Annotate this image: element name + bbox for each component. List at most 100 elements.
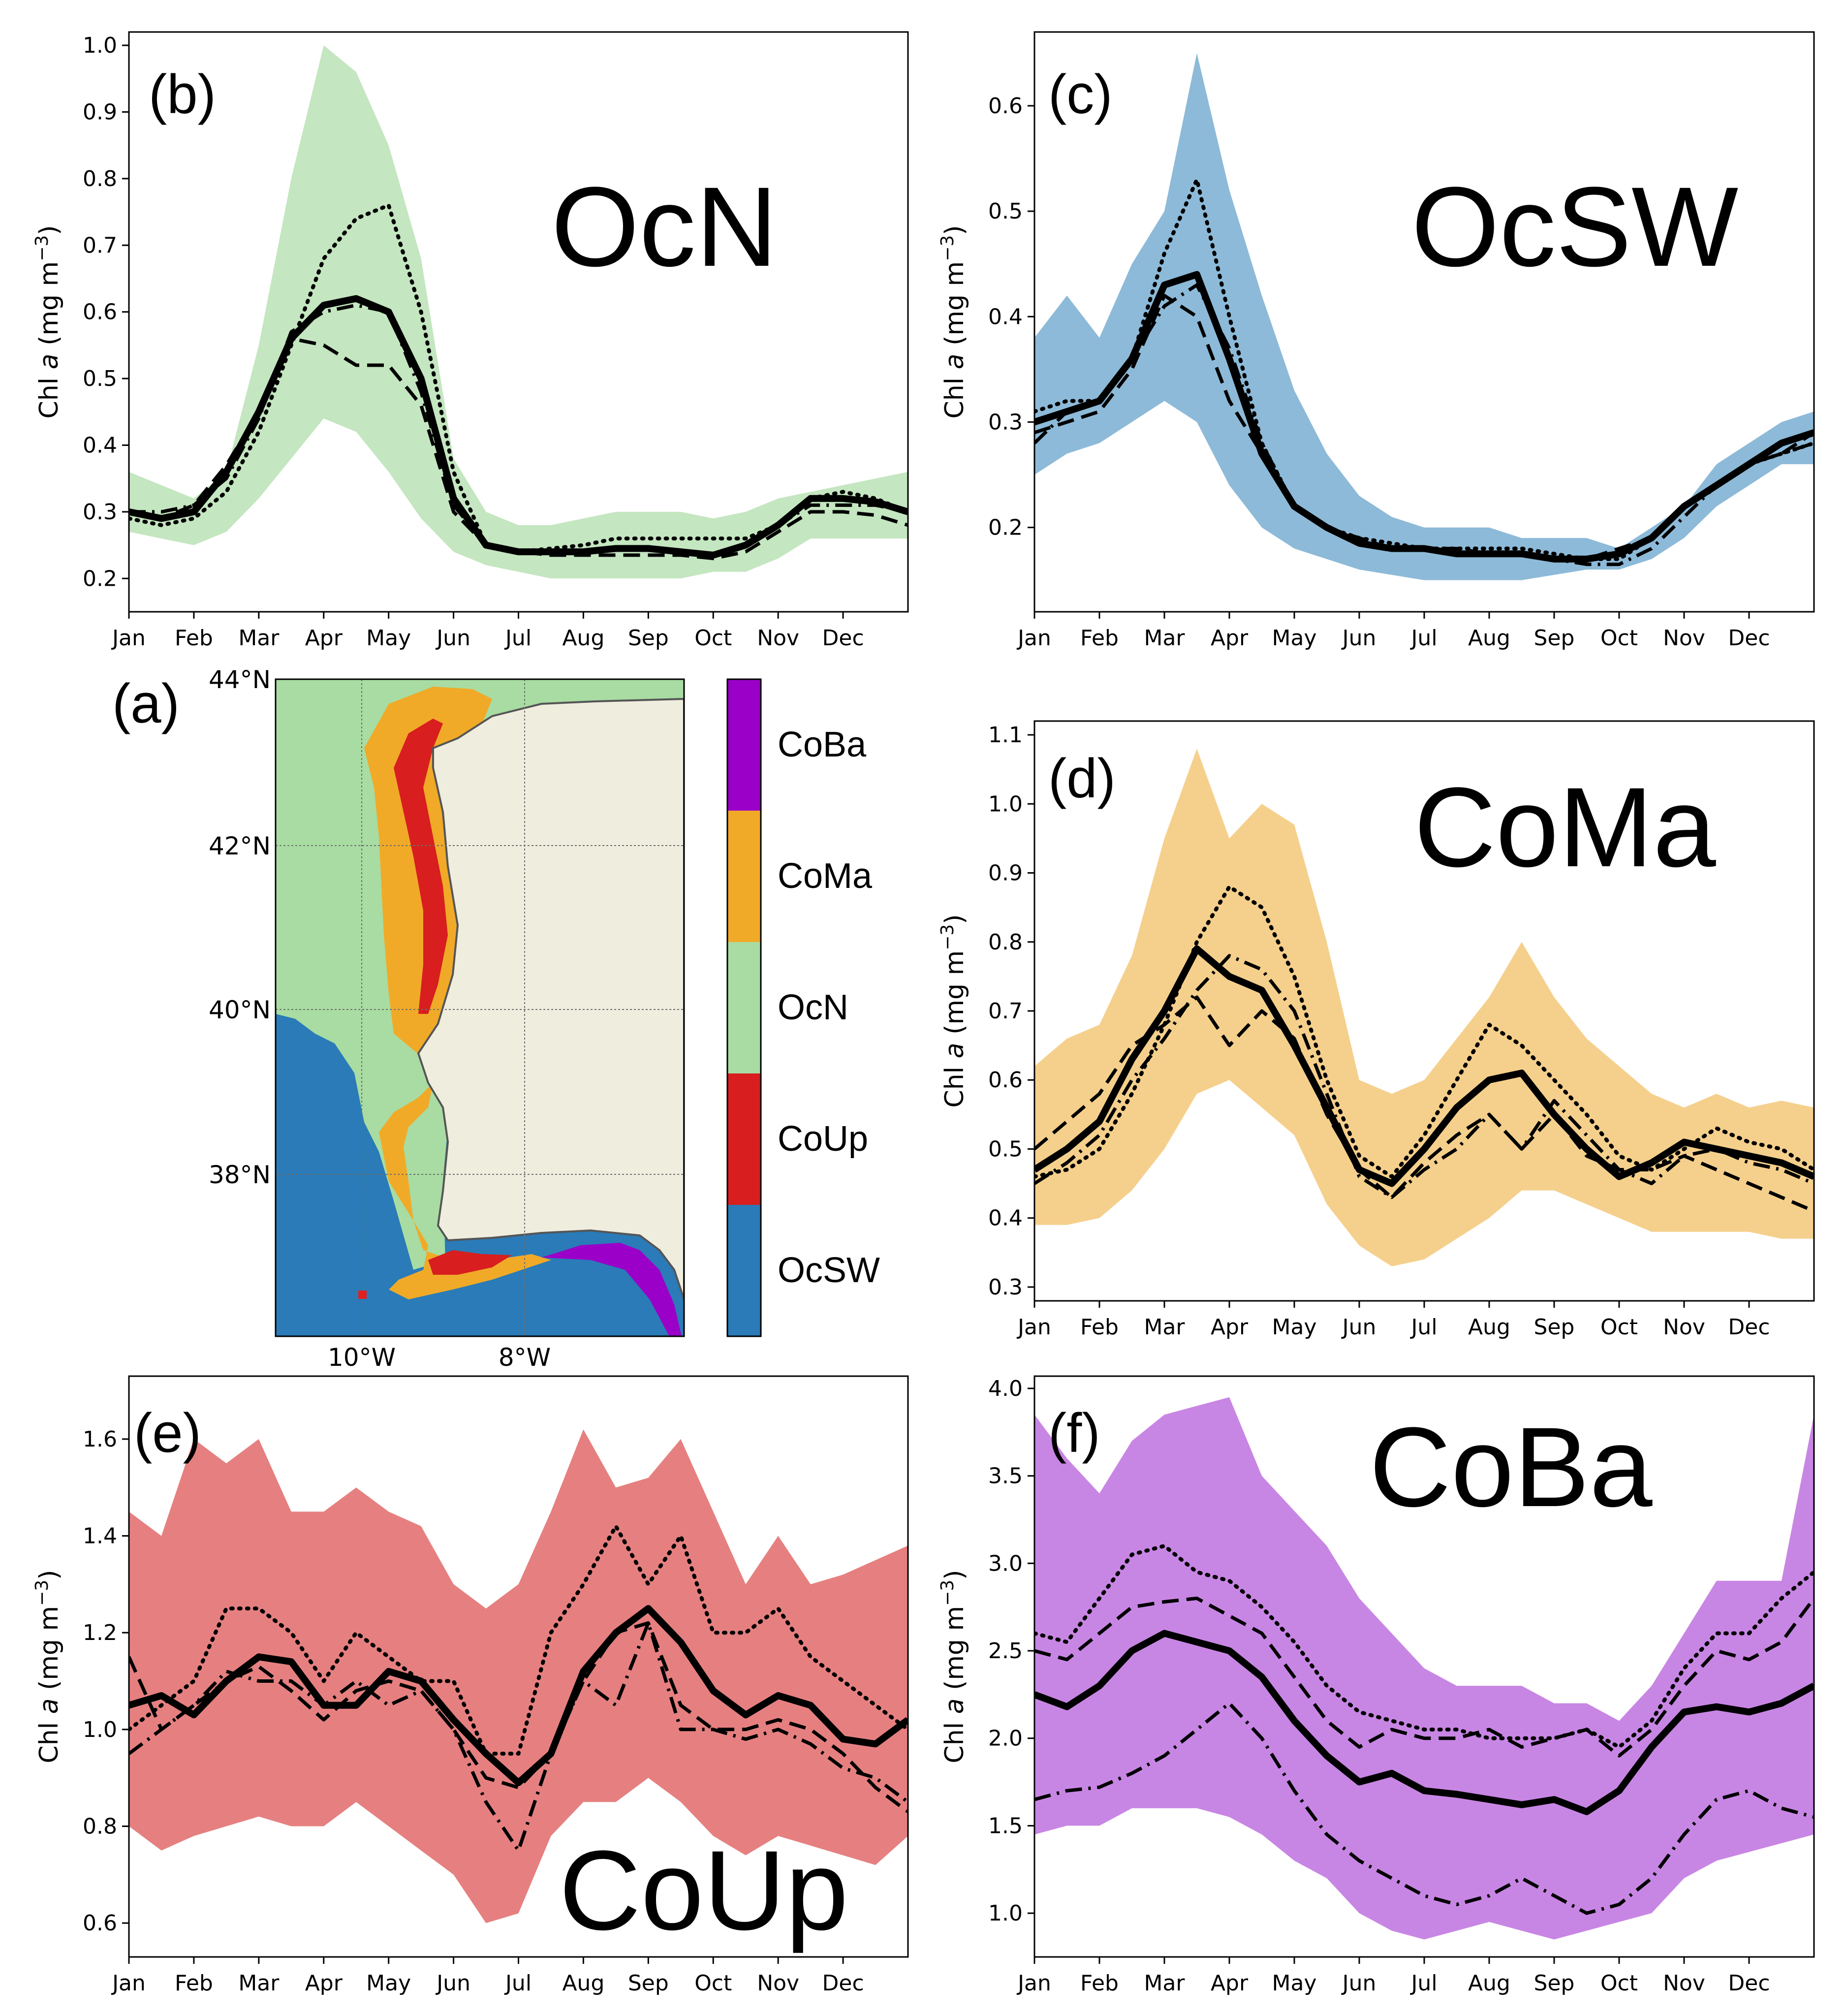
y-tick-label: 0.6 (83, 1911, 117, 1936)
y-axis-label-part: ) (34, 225, 64, 235)
x-tick-label: Oct (1600, 1971, 1638, 1996)
region-name: OcSW (1411, 163, 1738, 290)
y-tick-label: 0.5 (83, 366, 117, 391)
series-line-mean (129, 1605, 908, 1786)
x-tick-label: Mar (1144, 626, 1185, 651)
y-axis-label-part: Chl (940, 1714, 969, 1763)
panel-label: (e) (134, 1402, 201, 1464)
colorbar-frame (726, 678, 762, 1337)
y-tick-label: 0.8 (988, 930, 1023, 955)
y-axis-label-part: a (34, 353, 64, 369)
y-tick-label: 0.4 (988, 304, 1023, 329)
lat-label: 42°N (209, 832, 271, 860)
map-gridlines (276, 679, 684, 1336)
map-land (417, 697, 684, 1300)
y-tick-label: 1.6 (83, 1427, 117, 1452)
x-tick-label: Oct (694, 626, 732, 651)
x-tick-label: Oct (694, 1971, 732, 1996)
y-tick-label: 0.7 (988, 999, 1023, 1024)
map-region-coup (394, 719, 448, 1014)
x-tick-label: Nov (1663, 1971, 1705, 1996)
y-tick-label: 1.0 (988, 1901, 1023, 1926)
x-tick-label: Mar (1144, 1971, 1185, 1996)
x-tick-label: Jun (435, 1971, 470, 1996)
x-tick-label: Jan (1016, 1971, 1051, 1996)
y-tick-label: 0.4 (988, 1206, 1023, 1231)
series-line-mean (1034, 271, 1814, 563)
y-axis-label: Chl a (mg m−3) (938, 1570, 969, 1763)
x-tick-label: Dec (1728, 626, 1770, 651)
y-axis-label: Chl a (mg m−3) (938, 914, 969, 1107)
colorbar-swatch-ocsw (727, 1205, 761, 1336)
range-band (129, 45, 908, 579)
x-tick-label: Jan (111, 626, 146, 651)
x-tick-label: Nov (757, 626, 799, 651)
x-tick-label: Aug (1468, 1315, 1510, 1340)
x-tick-label: Dec (822, 626, 864, 651)
series-line-dotted (129, 1524, 908, 1756)
colorbar-label: CoBa (778, 725, 867, 764)
y-tick-label: 0.3 (83, 500, 117, 525)
y-axis-label-part: Chl (940, 369, 969, 418)
x-tick-label: Apr (1211, 1971, 1249, 1996)
y-axis-label-part: (mg m (940, 950, 969, 1043)
lat-label: 44°N (209, 665, 271, 694)
x-tick-label: Mar (238, 1971, 280, 1996)
y-axis-label-part: −3 (938, 1580, 958, 1606)
plot-area (1034, 749, 1814, 1266)
panel-a-map: (a) (112, 665, 880, 1372)
x-tick-label: Aug (1468, 626, 1510, 651)
panel-e-coup: 0.6 0.8 1.0 1.2 1.4 1.6 Jan Feb Mar Apr May Jun Jul A… (32, 1375, 909, 1996)
colorbar: CoBa CoMa OcN CoUp OcSW (726, 678, 880, 1337)
x-tick-label: Feb (175, 626, 213, 651)
x-tick-label: Feb (1080, 1315, 1119, 1340)
panel-label: (d) (1048, 748, 1116, 809)
map-station-marker (358, 1291, 367, 1299)
colorbar-label: OcN (778, 988, 848, 1027)
plot-area (1034, 1397, 1814, 1940)
x-tick-label: Sep (628, 1971, 669, 1996)
y-axis-label-part: (mg m (940, 1606, 969, 1699)
range-band (1034, 1397, 1814, 1940)
range-band (129, 1429, 908, 1923)
series-line-dotted (1034, 1544, 1814, 1749)
x-tick-label: May (366, 626, 411, 651)
y-axis-label-part: −3 (938, 235, 958, 261)
panel-a-label: (a) (112, 673, 180, 734)
x-tick-label: Feb (175, 1971, 213, 1996)
x-tick-label: Dec (1728, 1315, 1770, 1340)
y-tick-label: 0.3 (988, 410, 1023, 435)
x-tick-label: Oct (1600, 1315, 1638, 1340)
y-axis-label-part: (mg m (34, 261, 64, 354)
y-axis-label-part: ) (940, 1570, 969, 1579)
y-tick-label: 3.5 (988, 1464, 1023, 1489)
panel-f-coba: 1.0 1.5 2.0 2.5 3.0 3.5 4.0 Jan Feb Mar Apr May Jun J… (938, 1375, 1815, 1996)
x-tick-label: May (1272, 1971, 1317, 1996)
y-axis-label-part: (mg m (34, 1606, 64, 1699)
x-tick-label: Jul (1409, 1315, 1437, 1340)
x-tick-label: Feb (1080, 1971, 1119, 1996)
y-tick-label: 1.0 (988, 791, 1023, 817)
x-tick-label: Jun (435, 626, 470, 651)
y-axis-label: Chl a (mg m−3) (32, 225, 64, 418)
panel-d-coma: 0.3 0.4 0.5 0.6 0.7 0.8 0.9 1.0 1.1 Jan Feb Mar Apr M… (938, 720, 1815, 1340)
y-tick-label: 0.7 (83, 233, 117, 258)
x-tick-label: Jan (1016, 626, 1051, 651)
y-tick-label: 0.5 (988, 1136, 1023, 1162)
x-tick-label: Apr (1211, 626, 1249, 651)
y-axis-label-part: −3 (32, 235, 52, 261)
y-tick-label: 0.2 (83, 566, 117, 591)
x-tick-label: Dec (1728, 1971, 1770, 1996)
region-name: OcN (551, 163, 778, 290)
plot-area (1034, 53, 1814, 580)
colorbar-swatch-coup (727, 1073, 761, 1205)
y-axis-label-part: Chl (34, 369, 64, 418)
y-tick-label: 0.2 (988, 515, 1023, 540)
y-axis-label: Chl a (mg m−3) (938, 225, 969, 418)
map-region-ocn (276, 679, 684, 1270)
x-tick-label: Aug (562, 1971, 604, 1996)
lat-label: 38°N (209, 1161, 271, 1189)
panel-label: (b) (149, 63, 216, 125)
y-tick-label: 0.4 (83, 433, 117, 458)
y-tick-label: 1.0 (83, 1717, 117, 1742)
